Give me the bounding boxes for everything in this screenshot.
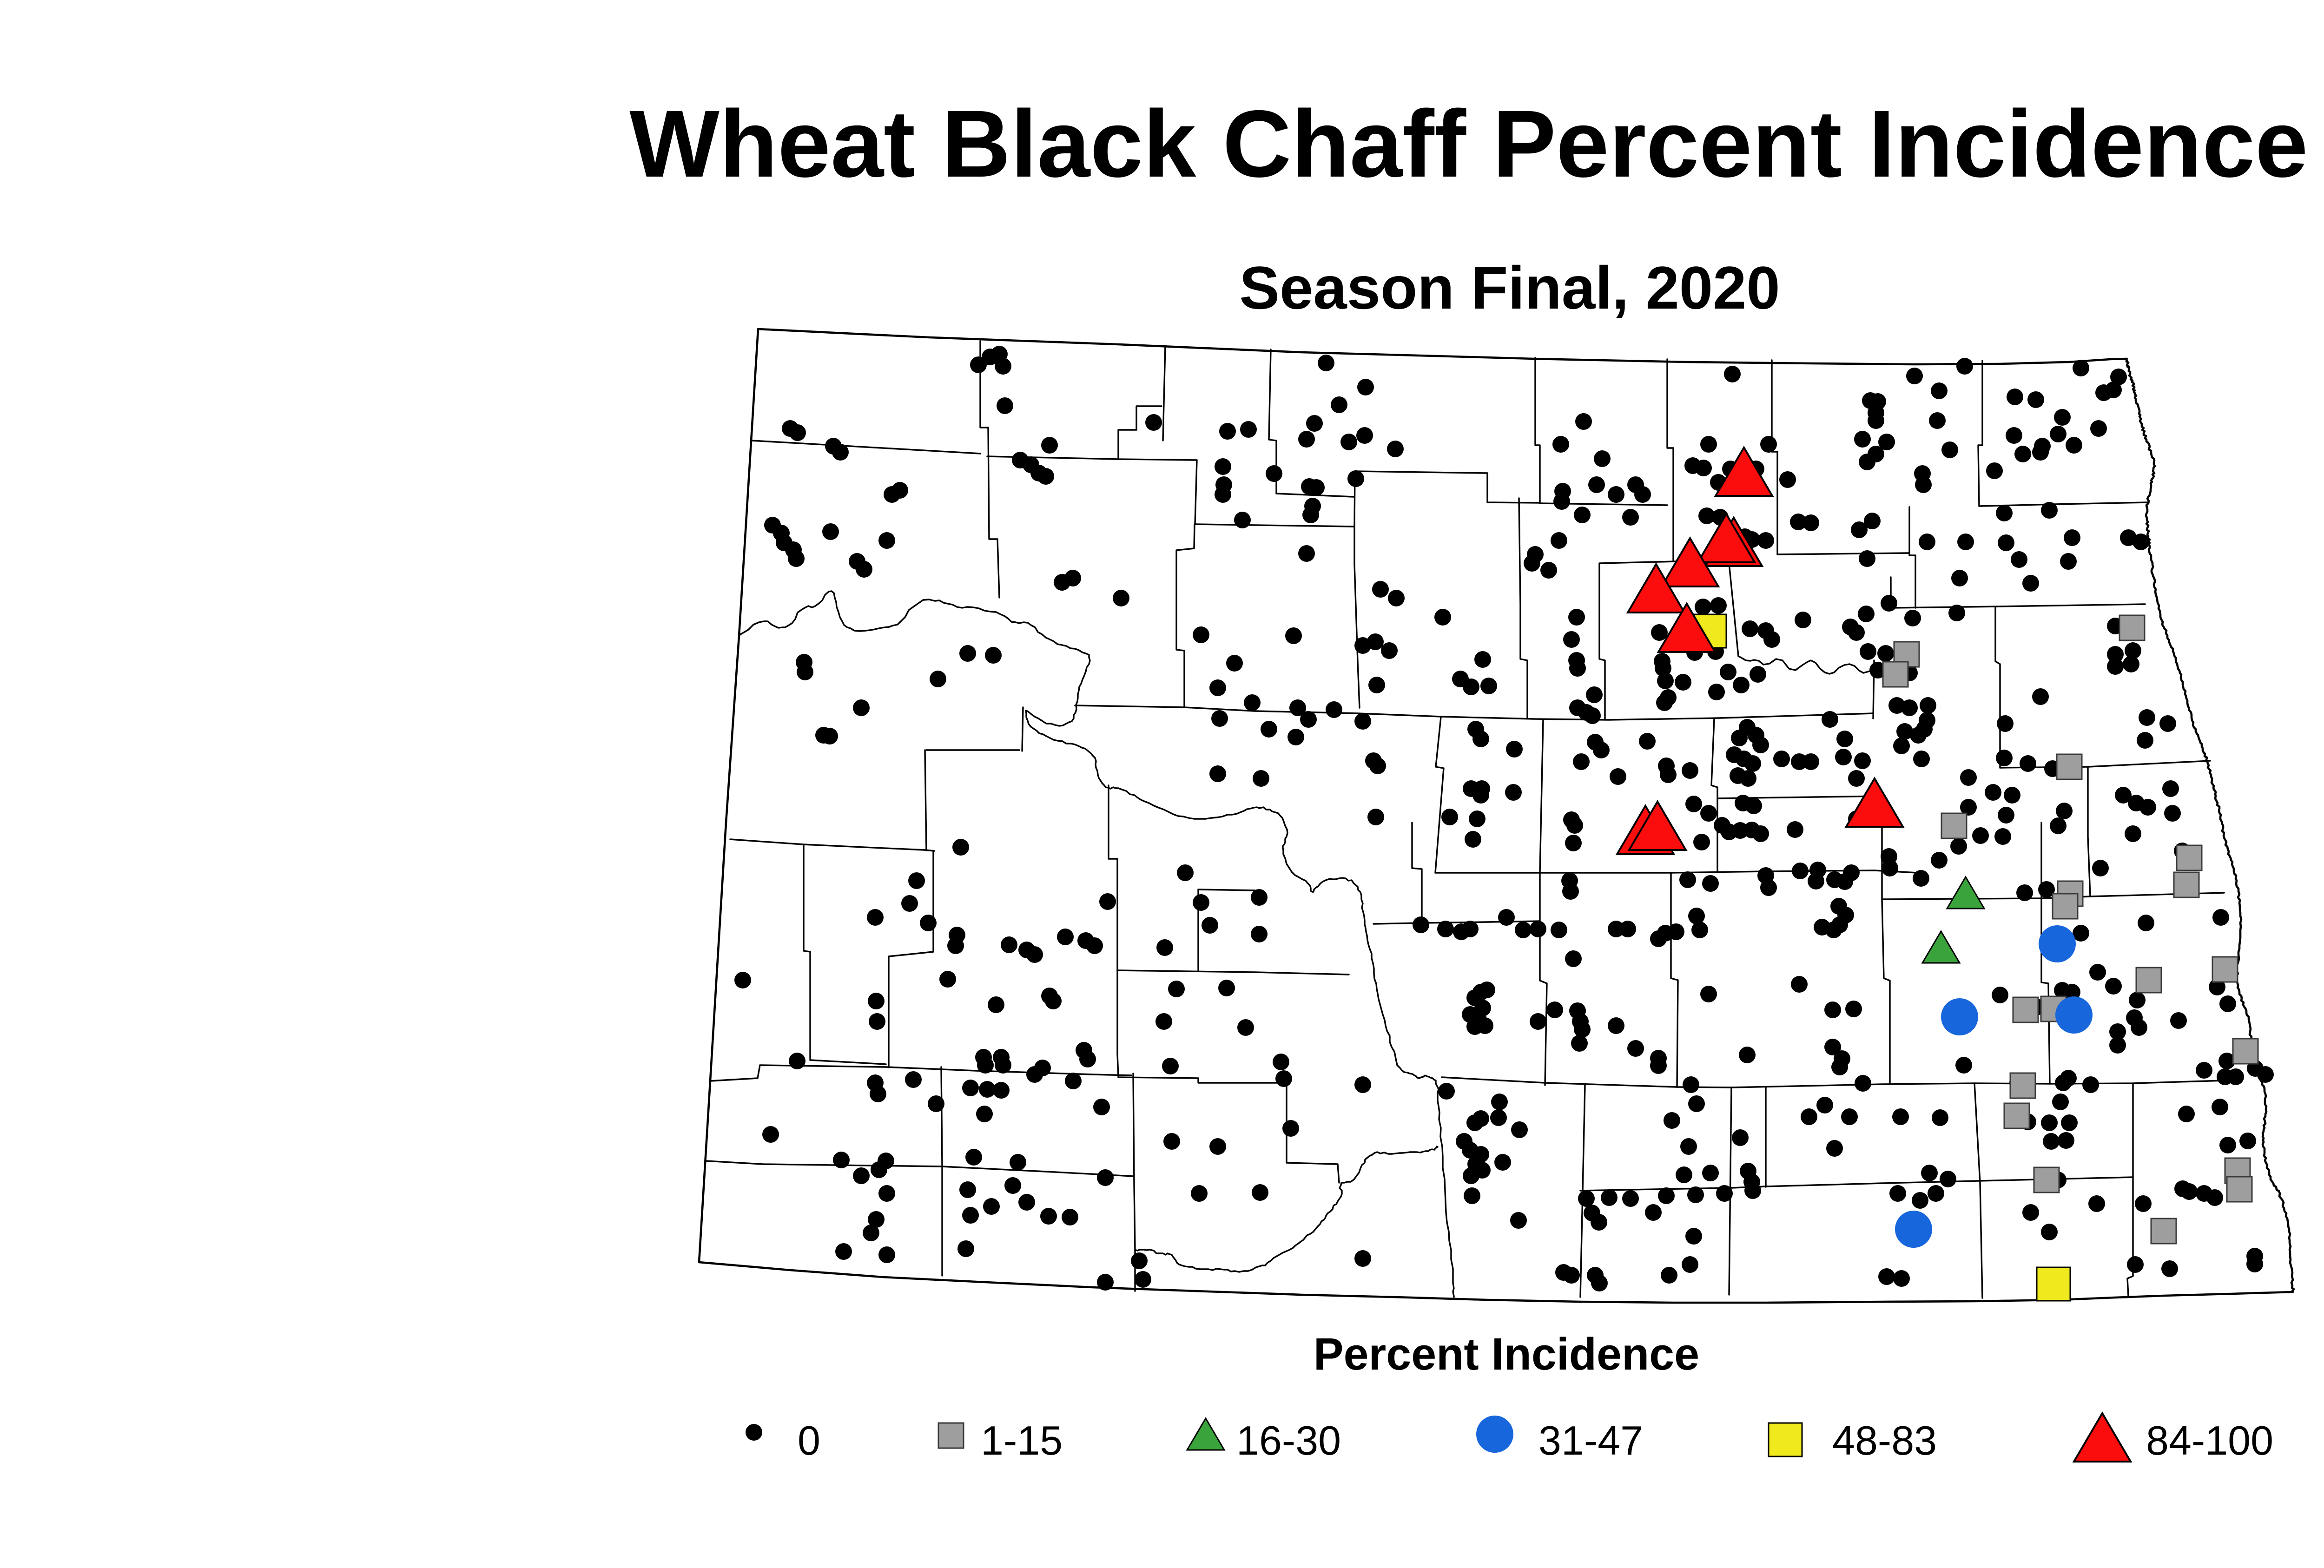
svg-text:Season Final, 2020: Season Final, 2020 xyxy=(1239,254,1780,322)
svg-text:0: 0 xyxy=(798,1417,820,1463)
svg-text:16-30: 16-30 xyxy=(1236,1417,1341,1463)
svg-text:Percent Incidence: Percent Incidence xyxy=(1314,1329,1699,1379)
svg-text:Wheat Black Chaff Percent Inci: Wheat Black Chaff Percent Incidence xyxy=(629,91,2308,197)
svg-text:48-83: 48-83 xyxy=(1832,1417,1937,1463)
svg-text:31-47: 31-47 xyxy=(1538,1417,1643,1463)
svg-text:1-15: 1-15 xyxy=(981,1417,1063,1463)
svg-text:84-100: 84-100 xyxy=(2146,1417,2273,1463)
